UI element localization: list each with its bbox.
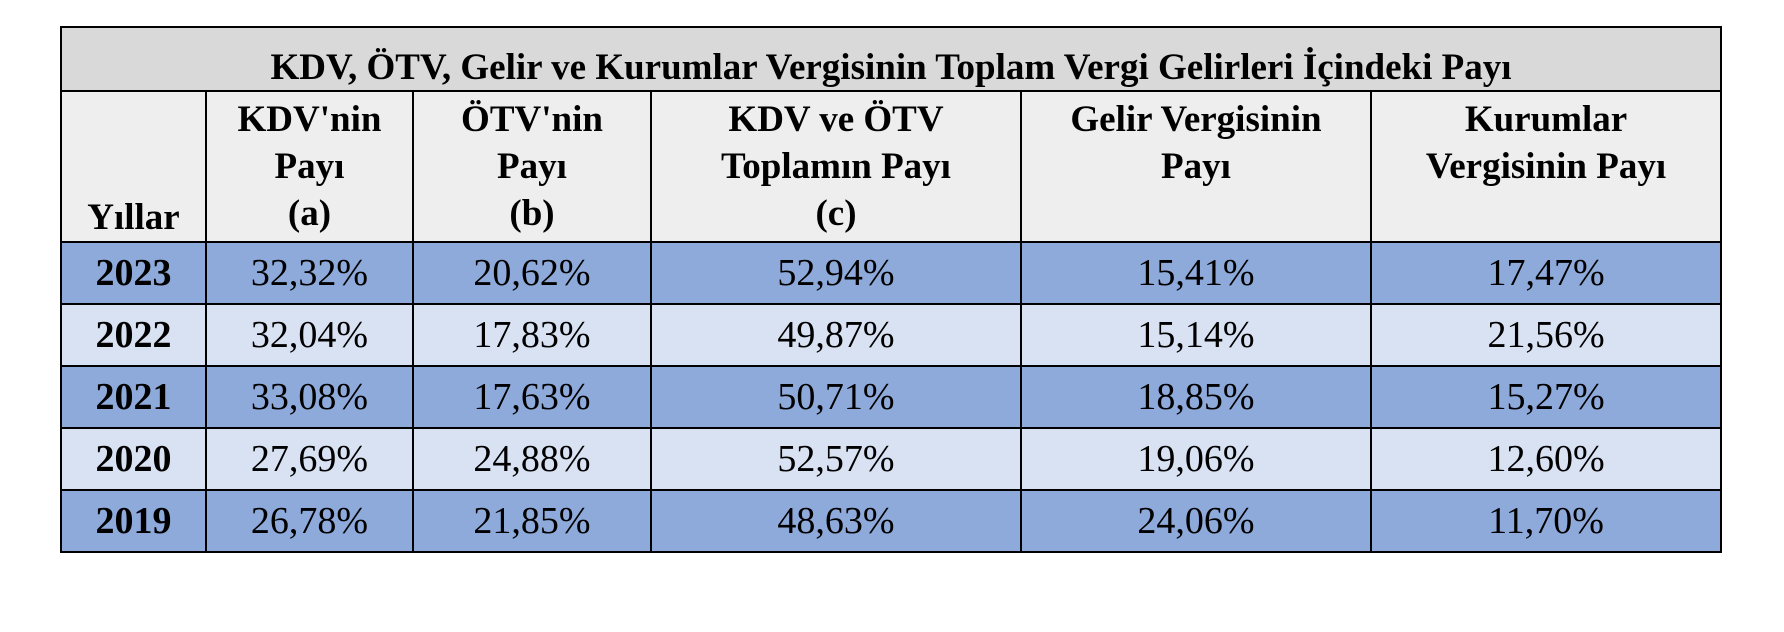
cell-kdv: 32,04% <box>205 303 414 367</box>
cell-kdv: 27,69% <box>205 427 414 491</box>
header-corporate-line-1: Kurumlar <box>1464 99 1628 140</box>
header-corporate-line-2: Vergisinin Payı <box>1425 146 1667 187</box>
cell-year: 2022 <box>60 303 207 367</box>
header-otv-line-1: ÖTV'nin <box>461 99 603 140</box>
cell-income: 15,41% <box>1020 241 1372 305</box>
header-kdv-line-3: (a) <box>287 193 332 234</box>
header-income-line-2: Payı <box>1161 146 1231 187</box>
cell-total: 52,94% <box>650 241 1022 305</box>
cell-corporate: 12,60% <box>1369 427 1723 491</box>
header-otv-share: ÖTV'nin Payı (b) <box>412 90 652 243</box>
table-title: KDV, ÖTV, Gelir ve Kurumlar Vergisinin T… <box>59 26 1723 92</box>
cell-income: 19,06% <box>1020 427 1372 491</box>
table-row: 2023 32,32% 20,62% 52,94% 15,41% 17,47% <box>60 241 1723 305</box>
cell-total: 52,57% <box>650 427 1022 491</box>
header-corporate-tax-share: Kurumlar Vergisinin Payı <box>1369 90 1723 243</box>
cell-income: 18,85% <box>1020 365 1372 429</box>
header-income-line-1: Gelir Vergisinin <box>1070 99 1322 140</box>
cell-total: 49,87% <box>650 303 1022 367</box>
table-row: 2022 32,04% 17,83% 49,87% 15,14% 21,56% <box>60 303 1723 367</box>
cell-otv: 20,62% <box>412 241 652 305</box>
header-years: Yıllar <box>60 90 207 243</box>
tax-share-table-container: KDV, ÖTV, Gelir ve Kurumlar Vergisinin T… <box>59 26 1723 553</box>
cell-otv: 17,83% <box>412 303 652 367</box>
header-total-line-3: (c) <box>815 193 857 234</box>
header-kdv-line-1: KDV'nin <box>237 99 382 140</box>
cell-otv: 24,88% <box>412 427 652 491</box>
cell-year: 2023 <box>60 241 207 305</box>
table-row: 2021 33,08% 17,63% 50,71% 18,85% 15,27% <box>60 365 1723 429</box>
header-otv-line-2: Payı <box>497 146 567 187</box>
cell-total: 48,63% <box>650 489 1022 553</box>
cell-total: 50,71% <box>650 365 1022 429</box>
cell-otv: 17,63% <box>412 365 652 429</box>
cell-corporate: 15,27% <box>1369 365 1723 429</box>
header-income-tax-share: Gelir Vergisinin Payı <box>1020 90 1372 243</box>
cell-otv: 21,85% <box>412 489 652 553</box>
header-otv-line-3: (b) <box>509 193 555 234</box>
cell-corporate: 11,70% <box>1369 489 1723 553</box>
cell-kdv: 32,32% <box>205 241 414 305</box>
header-total-share: KDV ve ÖTV Toplamın Payı (c) <box>650 90 1022 243</box>
cell-year: 2021 <box>60 365 207 429</box>
header-row: Yıllar KDV'nin Payı (a) ÖTV'nin Payı (b)… <box>60 90 1723 243</box>
tax-share-table: KDV, ÖTV, Gelir ve Kurumlar Vergisinin T… <box>59 26 1723 553</box>
cell-kdv: 33,08% <box>205 365 414 429</box>
cell-corporate: 21,56% <box>1369 303 1723 367</box>
header-kdv-share: KDV'nin Payı (a) <box>205 90 414 243</box>
cell-year: 2020 <box>60 427 207 491</box>
cell-year: 2019 <box>60 489 207 553</box>
header-kdv-line-2: Payı <box>274 146 345 187</box>
table-row: 2019 26,78% 21,85% 48,63% 24,06% 11,70% <box>60 489 1723 553</box>
cell-income: 24,06% <box>1020 489 1372 553</box>
header-total-line-2: Toplamın Payı <box>721 146 951 187</box>
table-row: 2020 27,69% 24,88% 52,57% 19,06% 12,60% <box>60 427 1723 491</box>
header-total-line-1: KDV ve ÖTV <box>728 99 944 140</box>
cell-kdv: 26,78% <box>205 489 414 553</box>
cell-corporate: 17,47% <box>1369 241 1723 305</box>
cell-income: 15,14% <box>1020 303 1372 367</box>
